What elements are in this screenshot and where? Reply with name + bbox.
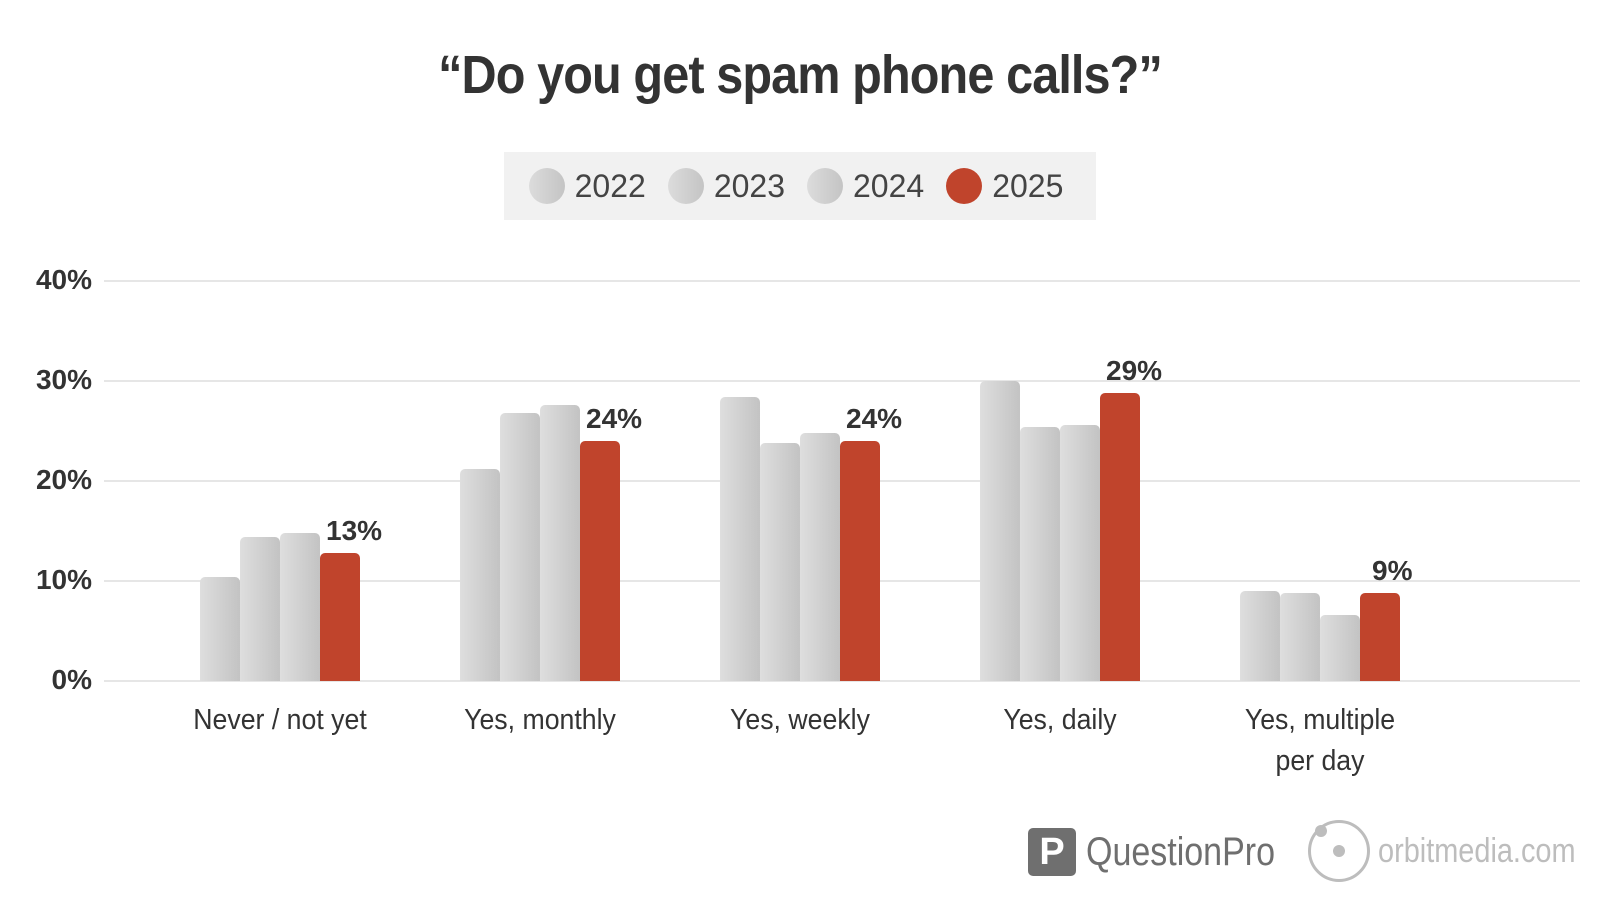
bar-2023 [760, 443, 800, 681]
questionpro-logo: P QuestionPro [1028, 828, 1308, 876]
x-category-label: Never / not yet [193, 704, 367, 736]
data-label: 29% [1106, 355, 1163, 386]
bar-2025 [1360, 593, 1400, 681]
orbit-icon [1308, 820, 1370, 882]
x-category-label: Yes, daily [1003, 704, 1117, 736]
bar-2023 [1020, 427, 1060, 681]
legend-swatch-icon [946, 168, 983, 204]
legend-item-2024: 2024 [807, 168, 924, 205]
bar-2025 [580, 441, 620, 681]
x-category-label: Yes, multiple per day [1244, 704, 1396, 777]
y-tick-label: 40% [35, 264, 92, 295]
legend-item-2023: 2023 [667, 167, 785, 205]
y-tick-label: 20% [35, 464, 92, 495]
bar-2025 [840, 441, 880, 681]
questionpro-wordmark: QuestionPro [1086, 829, 1275, 874]
legend-swatch-icon [807, 168, 843, 204]
legend-label: 2023 [713, 167, 785, 204]
legend-swatch-icon [667, 168, 704, 204]
y-tick-label: 0% [51, 664, 92, 695]
bar-2025 [1100, 393, 1140, 681]
bar-2024 [280, 533, 320, 681]
legend-item-2025: 2025 [946, 168, 1063, 205]
bar-2024 [1060, 425, 1100, 681]
bar-2022 [1240, 591, 1280, 681]
bar-2024 [1320, 615, 1360, 681]
bar-2023 [1280, 593, 1320, 681]
chart-title: “Do you get spam phone calls?” [438, 45, 1163, 105]
y-tick-label: 30% [35, 364, 92, 395]
bar-2025 [320, 553, 360, 681]
gridline [104, 380, 1580, 382]
data-label: 24% [586, 403, 643, 434]
y-tick-label: 10% [35, 564, 92, 595]
orbitmedia-logo: orbitmedia.com [1308, 820, 1600, 882]
legend-label: 2025 [992, 167, 1064, 204]
bar-2022 [720, 397, 760, 681]
data-label: 24% [846, 403, 903, 434]
bar-2024 [800, 433, 840, 681]
bar-2023 [240, 537, 280, 681]
data-label: 13% [326, 515, 383, 546]
legend-swatch-icon [528, 168, 565, 204]
questionpro-mark-icon: P [1028, 828, 1076, 876]
bar-2022 [980, 381, 1020, 681]
gridline [104, 680, 1580, 682]
legend-label: 2022 [574, 167, 646, 204]
bar-2024 [540, 405, 580, 681]
legend-item-2022: 2022 [528, 167, 646, 205]
bar-2022 [200, 577, 240, 681]
data-label: 9% [1372, 555, 1413, 586]
legend: 2022 2023 2024 2025 [504, 152, 1096, 220]
bar-2022 [460, 469, 500, 681]
bar-2023 [500, 413, 540, 681]
x-category-label: Yes, monthly [464, 704, 616, 736]
x-category-label: Yes, weekly [730, 704, 870, 736]
gridline [104, 280, 1580, 282]
orbitmedia-wordmark: orbitmedia.com [1378, 831, 1576, 870]
legend-label: 2024 [853, 167, 925, 204]
